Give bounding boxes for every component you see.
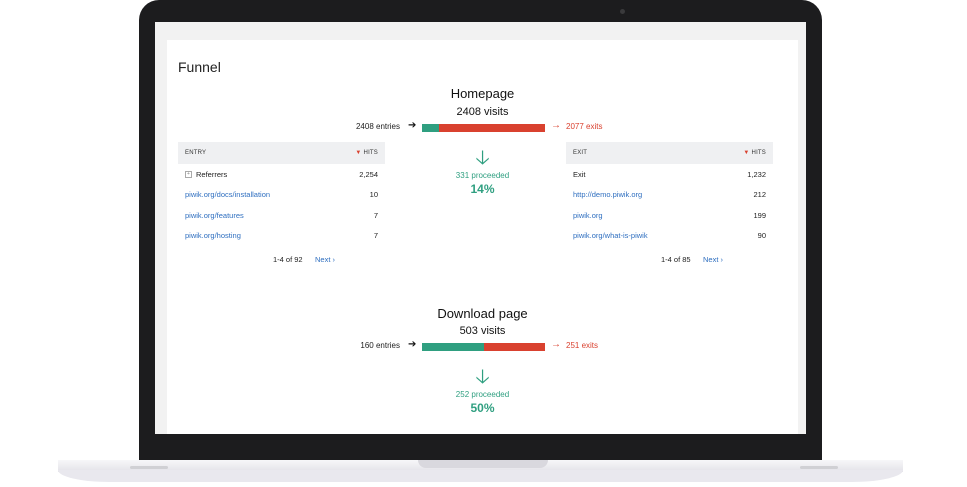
row-link[interactable]: piwik.org [573, 210, 603, 220]
row-link[interactable]: piwik.org/hosting [185, 231, 241, 241]
column-header-entry[interactable]: ENTRY [178, 142, 330, 164]
table-row[interactable]: + Referrers 2,254 [178, 164, 385, 185]
table-row[interactable]: piwik.org/features 7 [178, 205, 385, 226]
step-exits: 251 exits [566, 341, 599, 350]
sort-desc-icon: ▼ [743, 150, 750, 156]
row-label: Exit [573, 169, 586, 179]
row-link[interactable]: piwik.org/docs/installation [185, 190, 271, 200]
row-label-text: Referrers [196, 169, 228, 179]
arrow-down-icon: 🡣 [475, 147, 490, 169]
arrow-right-icon: ➔ [408, 339, 417, 350]
hits-label: HITS [751, 150, 766, 156]
row-hits: 2,254 [359, 169, 378, 179]
row-label: + Referrers [178, 164, 329, 185]
table-row[interactable]: piwik.org/hosting 7 [178, 226, 385, 247]
row-hits: 90 [757, 231, 766, 241]
table-row[interactable]: http://demo.piwik.org 212 [566, 185, 773, 206]
row-link[interactable]: piwik.org/what-is-piwik [573, 231, 648, 241]
funnel-report: Funnel Homepage 2408 visits 2408 entries… [167, 40, 798, 434]
proceeded-bar-segment [422, 343, 484, 351]
table-header-row: EXIT ▼ HITS [566, 142, 773, 164]
laptop-base [58, 470, 903, 482]
table-row[interactable]: piwik.org 199 [566, 205, 773, 226]
step-flow-bar [422, 343, 545, 351]
camera-icon [620, 9, 625, 14]
row-hits: 1,232 [747, 169, 766, 179]
report-title: Funnel [178, 59, 221, 75]
screen: Funnel Homepage 2408 visits 2408 entries… [155, 22, 806, 434]
plus-square-icon[interactable]: + [185, 171, 192, 179]
row-link[interactable]: piwik.org/features [185, 210, 244, 220]
step-exits: 2077 exits [566, 122, 603, 131]
laptop-foot [800, 466, 838, 469]
entry-table: ENTRY ▼ HITS + Referrers 2,254 piwik.org/d… [178, 142, 385, 246]
exit-bar-segment [422, 343, 545, 351]
step-proceeded: 252 proceeded [455, 390, 510, 399]
row-hits: 199 [753, 210, 766, 220]
step-entries: 2408 entries [355, 122, 400, 131]
column-header-hits[interactable]: ▼ HITS [329, 142, 385, 164]
step-entries: 160 entries [360, 341, 400, 350]
table-row[interactable]: Exit 1,232 [566, 164, 773, 185]
row-hits: 212 [753, 190, 766, 200]
row-hits: 7 [373, 231, 378, 241]
step-visits: 503 visits [459, 325, 506, 337]
column-header-hits[interactable]: ▼ HITS [712, 142, 773, 164]
next-page-link[interactable]: Next › [703, 255, 724, 264]
row-hits: 7 [373, 210, 378, 220]
step-title: Homepage [450, 86, 515, 101]
step-title: Download page [437, 306, 528, 321]
exit-table: EXIT ▼ HITS Exit 1,232 http://demo.piwik.… [566, 142, 773, 246]
hits-label: HITS [363, 150, 378, 156]
laptop-notch [418, 460, 548, 468]
step-percent: 14% [470, 182, 495, 196]
table-row[interactable]: piwik.org/docs/installation 10 [178, 185, 385, 206]
row-hits: 10 [369, 190, 378, 200]
arrow-right-icon: → [551, 120, 561, 131]
next-page-link[interactable]: Next › [315, 255, 336, 264]
pagination-info: 1-4 of 92 [273, 255, 303, 264]
laptop-foot [130, 466, 168, 469]
table-row[interactable]: piwik.org/what-is-piwik 90 [566, 226, 773, 247]
arrow-right-icon: → [551, 339, 561, 350]
table-header-row: ENTRY ▼ HITS [178, 142, 385, 164]
step-visits: 2408 visits [456, 106, 509, 118]
arrow-down-icon: 🡣 [475, 366, 490, 388]
step-proceeded: 331 proceeded [455, 171, 510, 180]
row-link[interactable]: http://demo.piwik.org [573, 190, 643, 200]
pagination-info: 1-4 of 85 [661, 255, 691, 264]
sort-desc-icon: ▼ [355, 150, 362, 156]
arrow-right-icon: ➔ [408, 120, 417, 131]
column-header-exit[interactable]: EXIT [566, 142, 713, 164]
step-percent: 50% [470, 401, 495, 415]
exit-bar-segment [422, 124, 545, 132]
proceeded-bar-segment [422, 124, 440, 132]
step-flow-bar [422, 124, 545, 132]
